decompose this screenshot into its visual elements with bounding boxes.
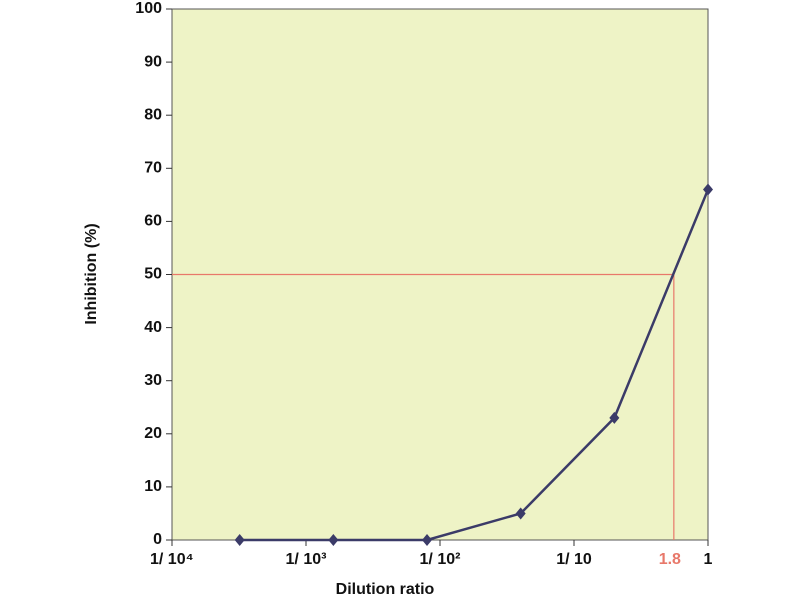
- y-tick-label: 90: [144, 53, 162, 70]
- data-point: [328, 534, 339, 546]
- y-tick-label: 80: [144, 106, 162, 123]
- data-point: [515, 507, 526, 520]
- y-tick-label: 40: [144, 319, 162, 336]
- data-point: [422, 534, 433, 546]
- y-tick-label: 60: [144, 213, 162, 230]
- x-tick-label: 1/ 10⁴: [150, 551, 194, 568]
- x-axis-label: Dilution ratio: [336, 581, 435, 598]
- y-axis-label: Inhibition (%): [83, 223, 100, 324]
- x-tick-label: 1/ 10³: [286, 551, 327, 568]
- x-tick-label: 1/ 10: [556, 551, 592, 568]
- y-tick-label: 50: [144, 266, 162, 283]
- y-tick-label: 0: [153, 531, 162, 548]
- x-tick-label: 1/ 10²: [420, 551, 461, 568]
- data-point: [703, 183, 713, 196]
- y-tick-label: 100: [135, 0, 162, 17]
- y-tick-label: 10: [144, 478, 162, 495]
- y-tick-label: 20: [144, 425, 162, 442]
- y-tick-label: 70: [144, 160, 162, 177]
- data-point: [609, 411, 620, 424]
- data-point: [234, 534, 245, 546]
- x-tick-label: 1: [704, 551, 713, 568]
- y-tick-label: 30: [144, 372, 162, 389]
- data-line: [239, 189, 710, 542]
- annotation-label: 1.8: [659, 551, 681, 568]
